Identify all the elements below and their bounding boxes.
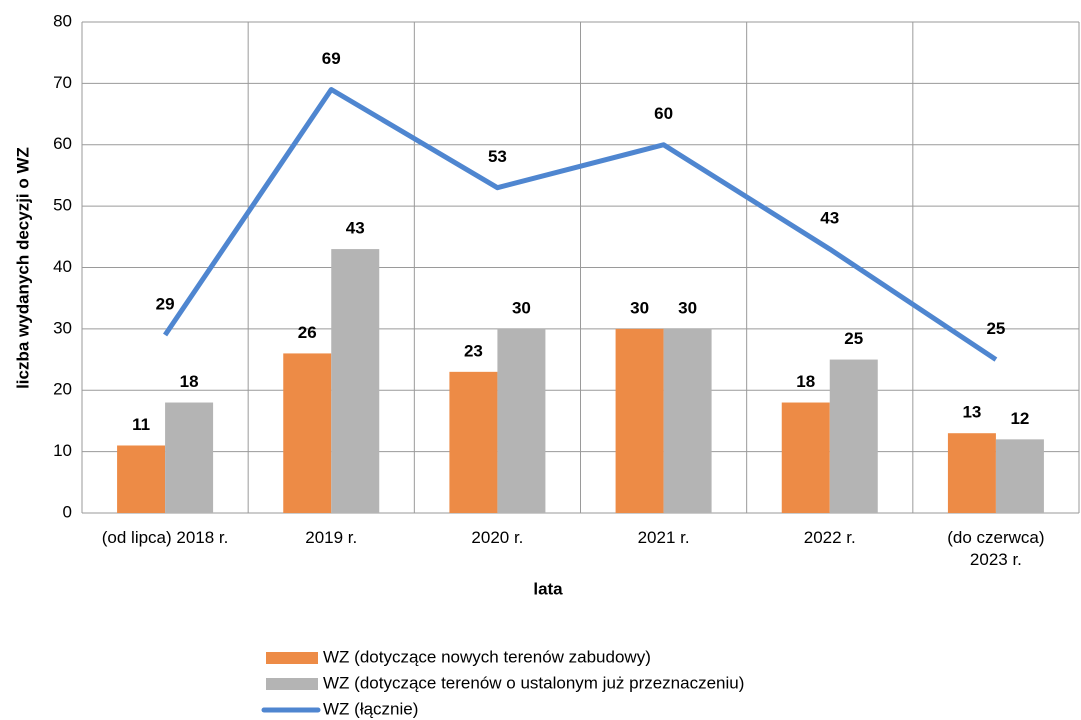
bar (829, 359, 878, 513)
data-label: 60 (654, 104, 673, 123)
data-label: 25 (844, 329, 863, 348)
y-tick-label: 70 (53, 73, 72, 92)
bar (995, 439, 1044, 513)
data-label: 18 (180, 372, 199, 391)
bar (283, 353, 332, 513)
bar (947, 433, 996, 513)
data-label: 18 (796, 372, 815, 391)
data-label: 26 (298, 323, 317, 342)
y-axis-title: liczba wydanych decyzji o WZ (13, 147, 32, 389)
y-tick-label: 60 (53, 134, 72, 153)
x-tick-label: 2022 r. (803, 528, 856, 547)
y-tick-label: 80 (53, 11, 72, 30)
data-label: 30 (630, 298, 649, 317)
data-label: 25 (986, 319, 1005, 338)
data-label: 43 (820, 209, 839, 228)
y-tick-label: 30 (53, 318, 72, 337)
bar (331, 249, 380, 513)
legend-label: WZ (dotyczące nowych terenów zabudowy) (323, 647, 651, 666)
y-tick-label: 10 (53, 441, 72, 460)
data-label: 29 (156, 294, 175, 313)
y-tick-label: 20 (53, 380, 72, 399)
data-label: 13 (962, 403, 981, 422)
data-label: 30 (678, 298, 697, 317)
x-tick-label: (do czerwca) 2023 r. (947, 528, 1045, 569)
y-tick-label: 0 (63, 502, 72, 521)
x-tick-label: 2021 r. (637, 528, 690, 547)
legend-swatch (266, 652, 318, 664)
legend-label: WZ (łącznie) (323, 699, 418, 718)
bar (117, 445, 166, 513)
x-tick-label: (od lipca) 2018 r. (101, 528, 229, 547)
bar (497, 328, 546, 513)
y-tick-label: 50 (53, 196, 72, 215)
y-tick-label: 40 (53, 257, 72, 276)
x-tick-label: 2020 r. (471, 528, 524, 547)
line (163, 87, 998, 362)
bar (449, 371, 498, 513)
bar (615, 328, 664, 513)
bar (165, 402, 214, 513)
data-label: 43 (346, 219, 365, 238)
data-label: 30 (512, 298, 531, 317)
data-label: 12 (1010, 409, 1029, 428)
bar (663, 328, 712, 513)
data-label: 69 (322, 49, 341, 68)
legend-label: WZ (dotyczące terenów o ustalonym już pr… (323, 673, 744, 692)
legend-swatch (266, 678, 318, 690)
x-axis-title: lata (533, 579, 563, 598)
data-label: 53 (488, 147, 507, 166)
data-label: 23 (464, 341, 483, 360)
x-tick-label: 2019 r. (305, 528, 358, 547)
data-label: 11 (132, 415, 150, 434)
bar (781, 402, 830, 513)
